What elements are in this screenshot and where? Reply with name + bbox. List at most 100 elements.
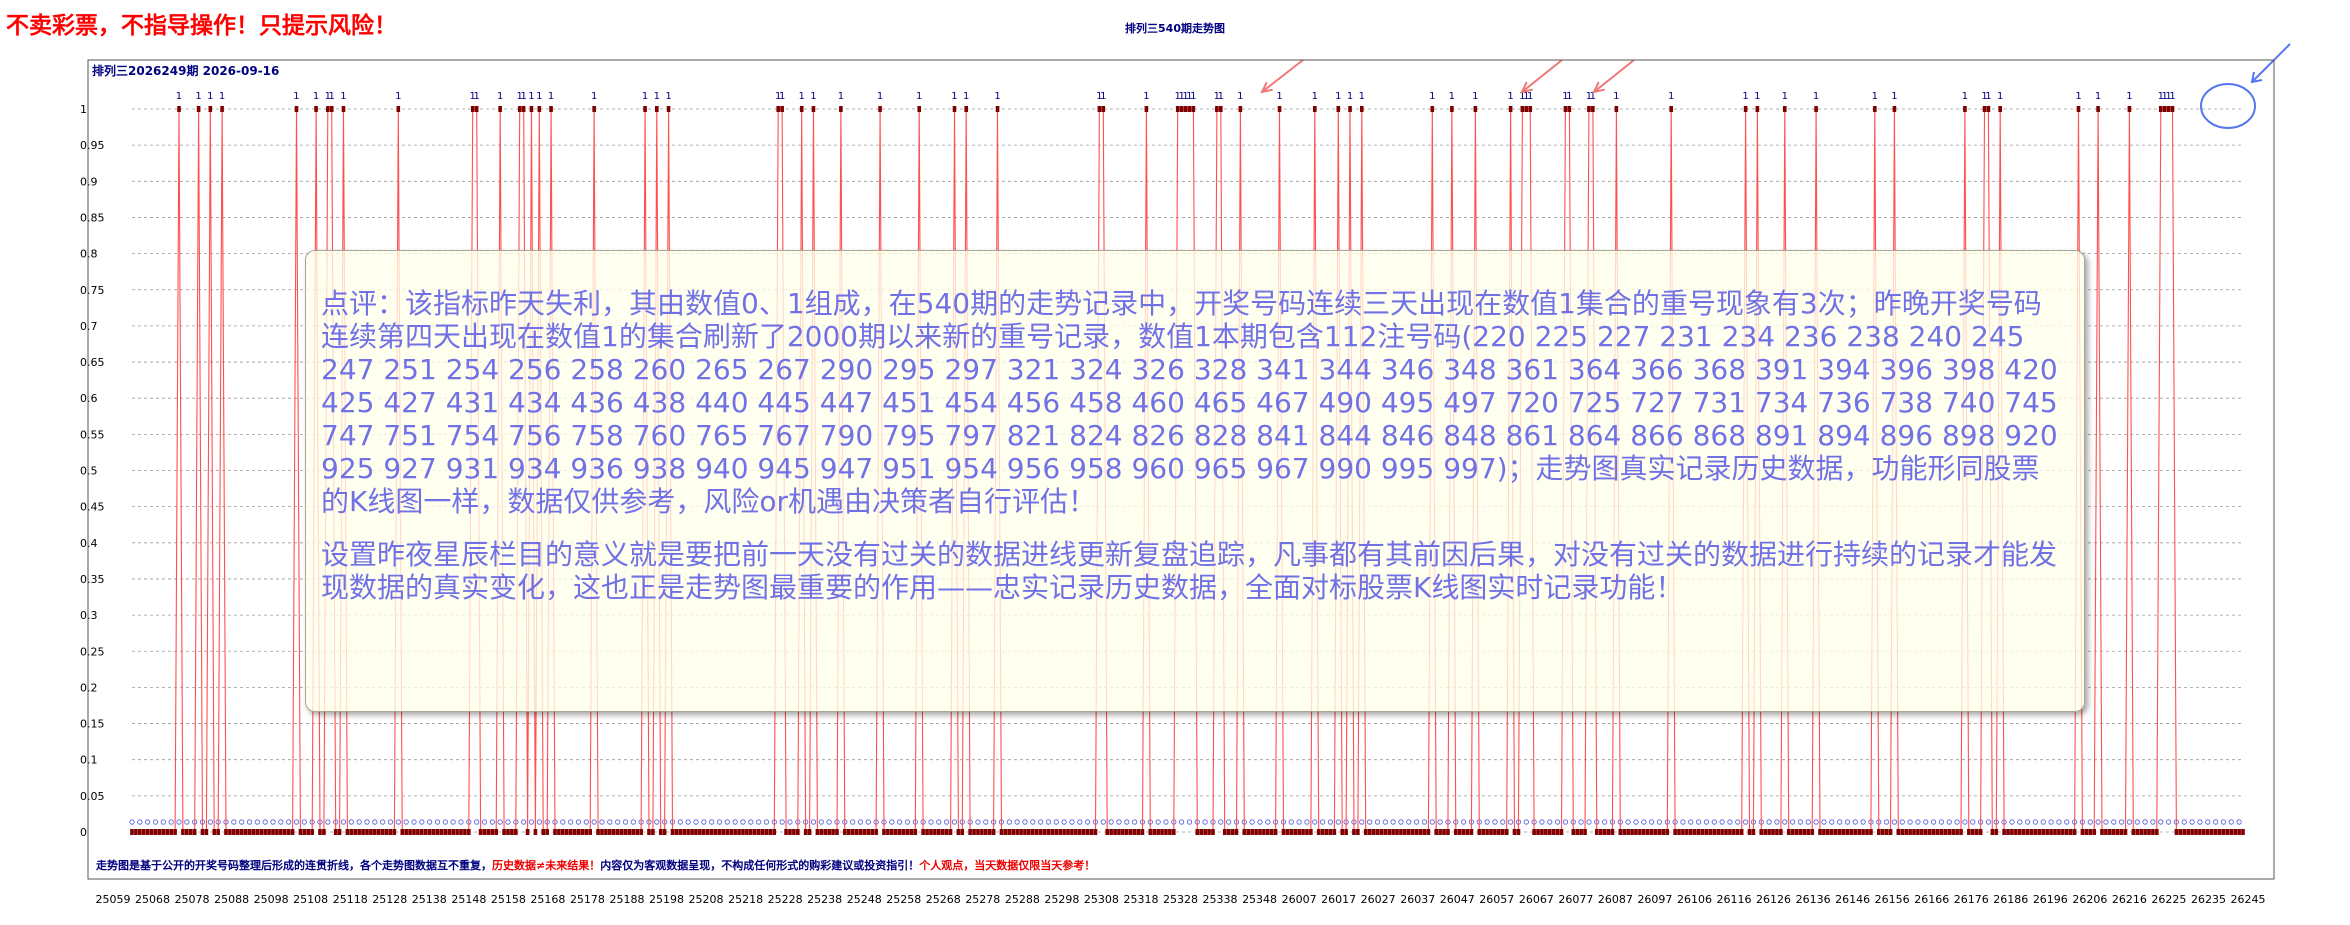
data-point xyxy=(1183,106,1188,112)
data-point xyxy=(2202,829,2206,835)
baseline-marker xyxy=(1226,819,1232,825)
data-point xyxy=(216,829,220,835)
data-point xyxy=(271,829,275,835)
y-tick-label: 0.2 xyxy=(80,681,98,694)
data-point xyxy=(952,106,957,112)
data-point xyxy=(2111,829,2116,835)
highlight-arrowhead xyxy=(2250,71,2263,84)
data-point xyxy=(1896,829,1901,835)
data-point xyxy=(1469,829,1474,835)
baseline-marker xyxy=(536,819,542,825)
data-point xyxy=(611,829,616,835)
data-point xyxy=(1775,829,1779,835)
data-point xyxy=(1923,829,1928,835)
data-point xyxy=(944,829,949,835)
data-point xyxy=(282,829,287,835)
data-point xyxy=(678,829,683,835)
data-point xyxy=(310,829,314,835)
data-point xyxy=(1156,829,1160,835)
data-point xyxy=(940,829,945,835)
data-point xyxy=(157,829,162,835)
baseline-marker xyxy=(481,819,488,825)
data-point xyxy=(1062,829,1066,835)
data-label: 1 xyxy=(2165,91,2171,102)
baseline-marker xyxy=(591,819,597,825)
baseline-marker xyxy=(1492,819,1498,825)
baseline-marker xyxy=(709,819,715,825)
data-point xyxy=(1638,829,1642,835)
baseline-marker xyxy=(1656,819,1663,825)
data-label: 1 xyxy=(963,91,969,102)
data-label: 1 xyxy=(951,91,957,102)
data-point xyxy=(1164,829,1168,835)
data-point xyxy=(956,829,961,835)
data-point xyxy=(655,106,659,112)
data-point xyxy=(1434,829,1438,835)
baseline-marker xyxy=(1774,819,1780,825)
data-point xyxy=(647,829,651,835)
baseline-marker xyxy=(411,819,417,825)
baseline-marker xyxy=(2197,819,2203,825)
data-point xyxy=(725,829,730,835)
highlight-arrow xyxy=(2251,43,2291,83)
data-point xyxy=(1383,829,1388,835)
data-label: 1 xyxy=(1347,91,1353,102)
highlight-circle xyxy=(2200,83,2256,129)
baseline-marker xyxy=(419,819,425,825)
x-tick-label: 26067 xyxy=(1519,893,1554,906)
y-tick-label: 0.75 xyxy=(80,284,105,297)
baseline-marker xyxy=(1883,819,1890,825)
data-point xyxy=(1853,829,1858,835)
callout-arrowhead xyxy=(1520,81,1533,94)
data-label: 1 xyxy=(1872,91,1878,102)
data-point xyxy=(224,829,228,835)
data-point xyxy=(1771,829,1775,835)
y-tick-label: 0.1 xyxy=(80,754,98,767)
data-point xyxy=(1841,829,1846,835)
data-point xyxy=(173,829,177,835)
data-label: 1 xyxy=(2095,91,2101,102)
data-point xyxy=(185,829,189,835)
data-point xyxy=(1681,829,1685,835)
baseline-marker xyxy=(239,819,245,825)
data-point xyxy=(1171,829,1176,835)
data-point xyxy=(2006,829,2010,835)
baseline-marker xyxy=(474,819,480,825)
data-point xyxy=(514,829,518,835)
baseline-marker xyxy=(575,819,582,825)
data-point xyxy=(447,829,452,835)
baseline-marker xyxy=(207,819,213,825)
data-point xyxy=(326,106,330,112)
x-tick-label: 25168 xyxy=(530,893,565,906)
baseline-marker xyxy=(928,819,934,825)
data-point xyxy=(443,829,448,835)
data-point xyxy=(365,829,369,835)
data-point xyxy=(1160,829,1164,835)
data-point xyxy=(1927,829,1932,835)
data-label: 1 xyxy=(810,91,816,102)
data-point xyxy=(1978,829,1983,835)
baseline-marker xyxy=(137,819,143,825)
data-point xyxy=(960,829,965,835)
data-point xyxy=(564,829,569,835)
data-point xyxy=(2064,829,2069,835)
data-point xyxy=(1328,829,1333,835)
baseline-marker xyxy=(1508,819,1514,825)
data-point xyxy=(882,829,886,835)
data-point xyxy=(263,829,267,835)
data-label: 1 xyxy=(2161,91,2167,102)
data-point xyxy=(1367,829,1372,835)
data-label: 1 xyxy=(1100,91,1106,102)
baseline-marker xyxy=(1045,819,1052,825)
baseline-marker xyxy=(364,819,370,825)
data-point xyxy=(541,829,546,835)
data-point xyxy=(1974,829,1979,835)
data-point xyxy=(1030,829,1035,835)
baseline-marker xyxy=(1852,819,1858,825)
baseline-markers xyxy=(129,819,2242,825)
data-point xyxy=(1011,829,1016,835)
baseline-marker xyxy=(246,819,253,825)
data-point xyxy=(749,829,753,835)
baseline-marker xyxy=(983,819,989,825)
baseline-marker xyxy=(1703,819,1710,825)
